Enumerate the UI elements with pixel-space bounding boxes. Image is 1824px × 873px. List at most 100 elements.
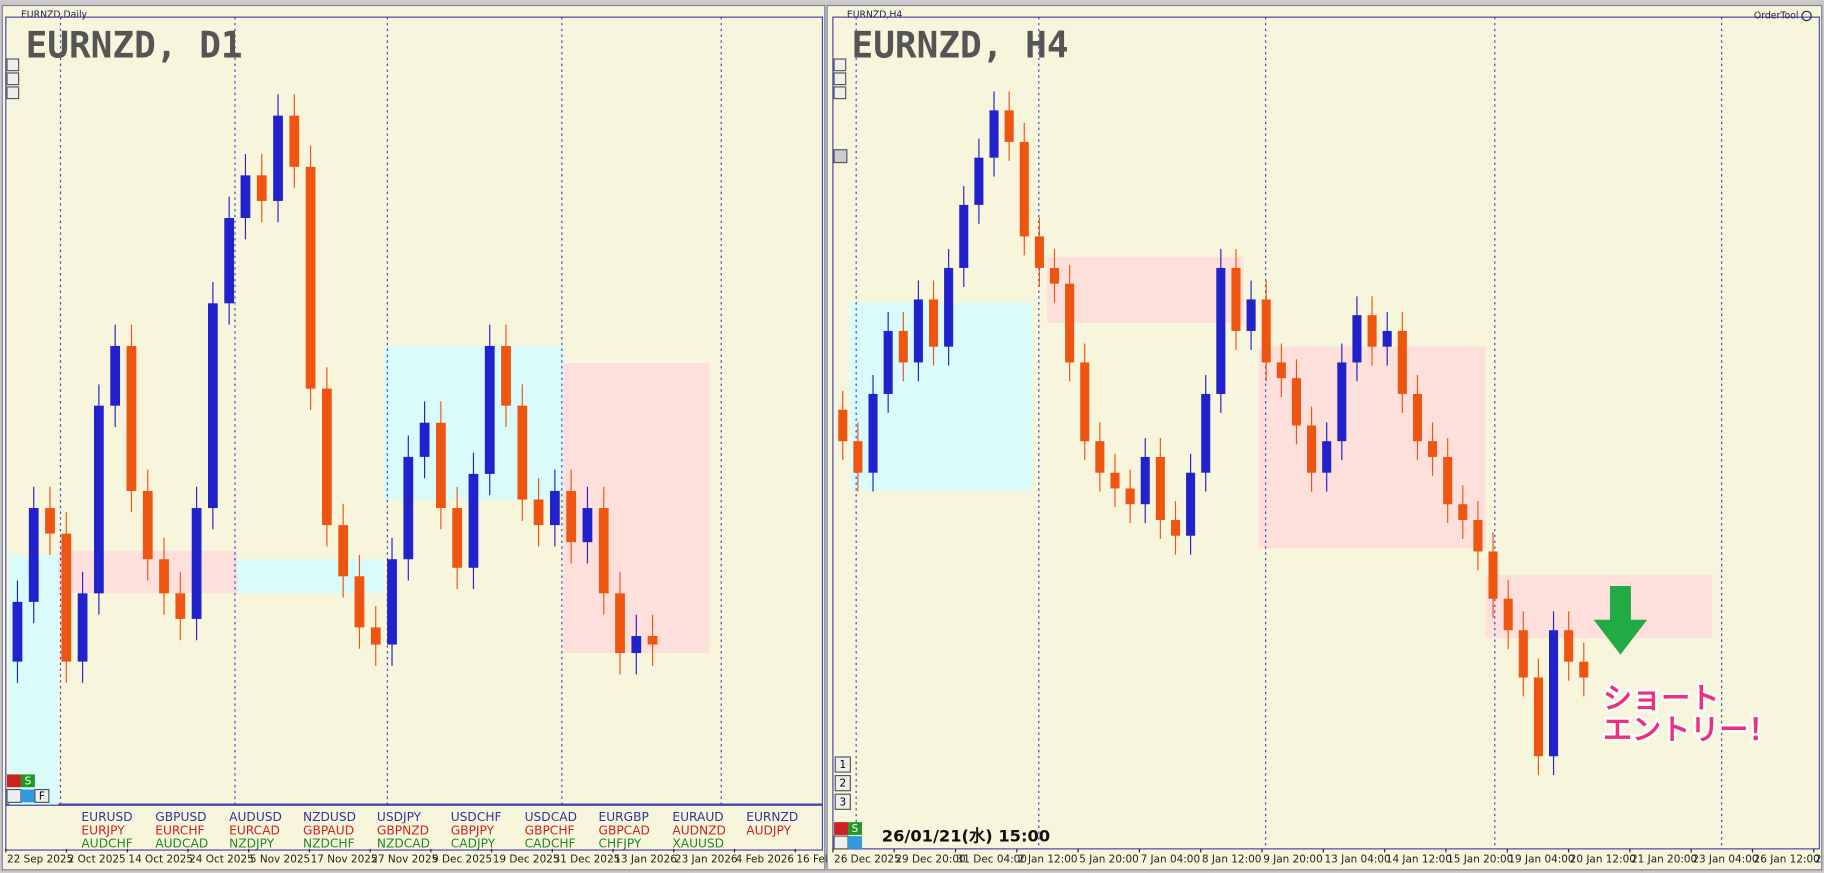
button-minus[interactable]	[834, 822, 849, 835]
candle-body	[354, 576, 365, 628]
symbol[interactable]: USDJPY	[377, 810, 422, 824]
symbol[interactable]: GBPJPY	[451, 823, 495, 837]
button-b[interactable]	[20, 789, 35, 803]
candle-body	[631, 636, 642, 654]
candle-body	[1291, 378, 1301, 426]
candle-body	[191, 508, 202, 619]
scroll-buttons[interactable]	[833, 58, 848, 164]
candle-body	[28, 508, 39, 602]
scroll-up[interactable]	[833, 58, 847, 72]
symbol[interactable]: EURAUD	[672, 810, 723, 824]
candle-body	[1110, 472, 1120, 489]
page-button[interactable]	[834, 775, 851, 792]
symbol[interactable]: NZDJPY	[229, 837, 275, 851]
symbol[interactable]: GBPCHF	[525, 823, 575, 837]
symbol[interactable]: EURCAD	[229, 823, 280, 837]
symbol[interactable]: CHFJPY	[599, 837, 642, 851]
button-minus[interactable]	[6, 774, 21, 788]
button-b[interactable]	[848, 836, 862, 849]
x-tick-label: 26 Jan 12:00	[1754, 853, 1820, 865]
candle-body	[1216, 267, 1226, 394]
symbol[interactable]: EURCHF	[155, 823, 204, 837]
symbol[interactable]: USDCAD	[525, 810, 577, 824]
button-s-label: S	[852, 823, 859, 835]
short-arrow	[1593, 585, 1648, 655]
candle-body	[1488, 551, 1498, 599]
window-title: EURNZD,Daily	[21, 9, 88, 20]
candle-body	[501, 345, 511, 406]
x-tick-label: 23 Jan 04:00	[1692, 853, 1758, 865]
order-tool-icon[interactable]	[1801, 10, 1812, 22]
symbol[interactable]: NZDUSD	[303, 810, 356, 824]
page-button[interactable]	[834, 793, 851, 810]
scroll-up[interactable]	[6, 58, 20, 72]
candle-body	[126, 345, 137, 491]
symbol[interactable]: CADJPY	[451, 837, 496, 851]
symbol[interactable]: XAUUSD	[672, 837, 724, 851]
button-s[interactable]	[848, 822, 862, 835]
symbol[interactable]: GBPCAD	[599, 823, 650, 837]
candle-body	[974, 157, 984, 205]
scroll-down[interactable]	[833, 86, 847, 100]
candle-body	[142, 490, 153, 560]
symbol[interactable]: EURUSD	[81, 810, 132, 824]
symbol[interactable]: NZDCAD	[377, 837, 430, 851]
candle-body	[321, 388, 332, 526]
scale[interactable]	[6, 72, 20, 86]
candle-body	[1170, 519, 1181, 536]
symbol[interactable]: AUDNZD	[672, 823, 726, 837]
x-tick-label: 7 Jan 04:00	[1141, 853, 1201, 865]
symbol[interactable]: NZDCHF	[303, 837, 355, 851]
scale[interactable]	[833, 72, 847, 86]
candle-body	[517, 405, 528, 500]
candle-body	[207, 303, 218, 509]
candle-body	[110, 345, 121, 406]
zone	[1258, 346, 1486, 549]
x-tick-label: 17 Nov 2025	[311, 853, 378, 865]
candle-body	[533, 499, 544, 526]
candle-body	[1503, 598, 1513, 631]
candle-body	[468, 473, 479, 568]
candle-body	[1140, 456, 1150, 505]
collapse[interactable]	[833, 149, 848, 164]
symbol[interactable]: EURGBP	[599, 810, 649, 824]
candle-body	[1065, 283, 1075, 363]
candle-body	[549, 490, 560, 526]
symbol[interactable]: AUDCAD	[155, 837, 208, 851]
x-tick-label: 27 J	[1815, 853, 1824, 865]
scroll-buttons[interactable]	[6, 58, 20, 100]
candle-body	[989, 110, 999, 158]
symbol[interactable]: GBPNZD	[377, 823, 429, 837]
candle-body	[615, 593, 625, 654]
button-cam[interactable]	[833, 835, 849, 850]
button-cam[interactable]	[6, 788, 22, 803]
symbol[interactable]: GBPUSD	[155, 810, 206, 824]
candle-body	[1443, 456, 1453, 505]
symbol[interactable]: AUDUSD	[229, 810, 282, 824]
candle-body	[435, 422, 446, 509]
x-tick-label: 19 Jan 04:00	[1508, 853, 1574, 865]
symbol[interactable]: GBPAUD	[303, 823, 354, 837]
symbol[interactable]: AUDJPY	[746, 823, 791, 837]
button-f-label: F	[39, 791, 45, 803]
candle-body	[419, 422, 430, 457]
left-plot-layer	[9, 17, 722, 805]
x-tick-label: 9 Jan 20:00	[1263, 853, 1323, 865]
scroll-down[interactable]	[6, 86, 20, 100]
page-button[interactable]	[834, 756, 851, 773]
button-s[interactable]	[20, 774, 35, 788]
symbol[interactable]: USDCHF	[451, 810, 502, 824]
symbol[interactable]: CADCHF	[525, 837, 576, 851]
candle-body	[403, 456, 414, 560]
candle-body	[913, 299, 923, 363]
order-tool[interactable]: OrderTool	[1754, 10, 1798, 21]
candle-body	[944, 267, 954, 347]
zone	[1046, 256, 1244, 324]
symbol[interactable]: EURNZD	[746, 810, 798, 824]
button-f[interactable]	[34, 788, 50, 803]
candle-body	[1549, 630, 1559, 757]
symbol[interactable]: AUDCHF	[81, 837, 132, 851]
symbol[interactable]: EURJPY	[81, 823, 125, 837]
